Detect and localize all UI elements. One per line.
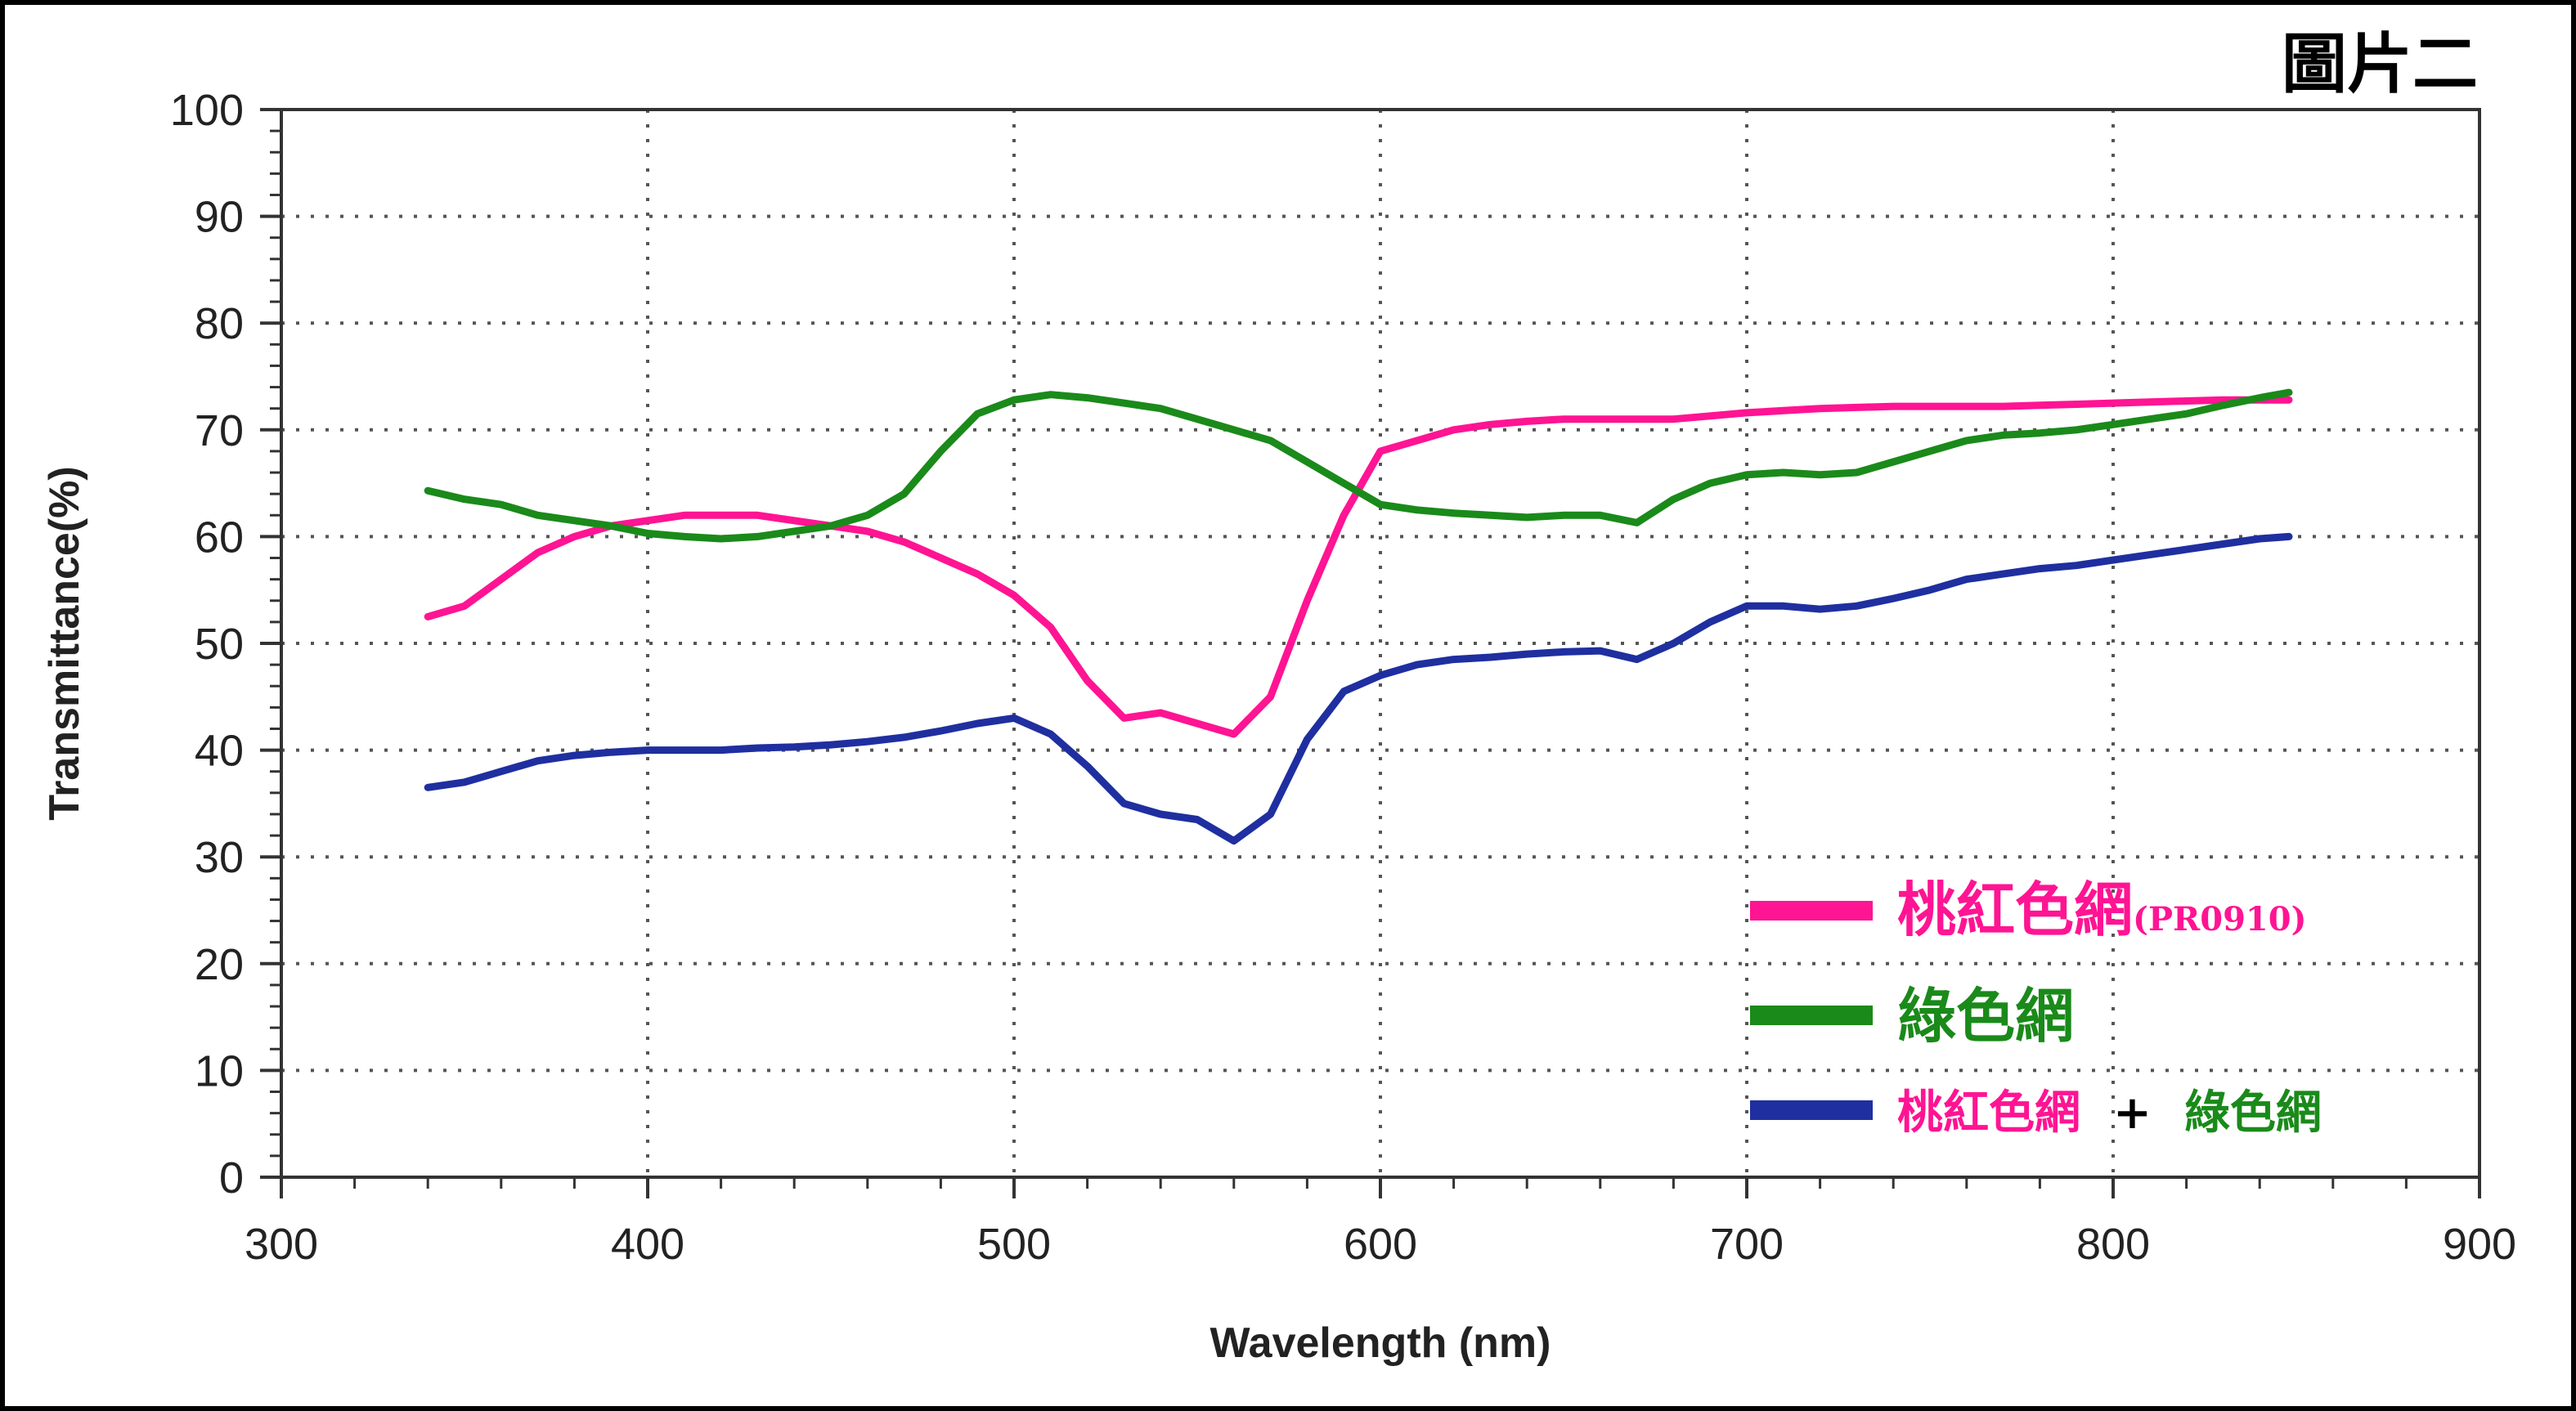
x-tick-label: 900 [2443, 1220, 2516, 1269]
grid [281, 110, 2480, 1177]
x-tick-label: 800 [2076, 1220, 2150, 1269]
y-tick-label: 40 [195, 727, 244, 776]
legend-label-blue-plus: + [2113, 1086, 2152, 1140]
legend: 桃紅色網(PR0910) 綠色網 桃紅色網 + 綠色網 [1750, 875, 2322, 1140]
legend-swatch-blue [1750, 1100, 1873, 1120]
x-tick-label: 300 [245, 1220, 318, 1269]
legend-label-blue-a: 桃紅色網 [1897, 1086, 2080, 1140]
series-line-magenta [424, 396, 2293, 738]
plot-border [280, 108, 2481, 1179]
figure-label: 圖片二 [2282, 25, 2478, 102]
series-line-blue [424, 532, 2293, 845]
y-tick-labels: 0 10 20 30 40 50 60 70 80 90 100 [170, 86, 244, 1203]
y-tick-label: 30 [195, 833, 244, 882]
legend-label-magenta: 桃紅色網(PR0910) [1897, 875, 2307, 944]
series-lines [424, 388, 2293, 845]
y-tick-label: 100 [170, 86, 244, 135]
legend-label-green: 綠色網 [1897, 981, 2074, 1050]
x-tick-label: 600 [1344, 1220, 1417, 1269]
x-axis-title: Wavelength (nm) [1210, 1319, 1551, 1367]
x-tick-label: 500 [977, 1220, 1051, 1269]
x-tick-label: 400 [611, 1220, 684, 1269]
y-tick-label: 10 [195, 1046, 244, 1095]
y-tick-label: 80 [195, 299, 244, 348]
legend-label-magenta-main: 桃紅色網 [1897, 875, 2133, 944]
y-axis-title: Transmittance(%) [41, 466, 88, 820]
legend-label-blue-b: 綠色網 [2184, 1086, 2322, 1140]
legend-label-green-main: 綠色網 [1897, 981, 2074, 1050]
y-tick-label: 70 [195, 406, 244, 455]
x-tick-labels: 300 400 500 600 700 800 900 [245, 1220, 2516, 1269]
y-tick-label: 20 [195, 940, 244, 989]
y-tick-label: 60 [195, 513, 244, 562]
y-tick-label: 50 [195, 620, 244, 669]
legend-swatch-green [1750, 1006, 1873, 1025]
x-tick-label: 700 [1710, 1220, 1784, 1269]
tick-marks [260, 108, 2481, 1198]
series-line-green [424, 388, 2293, 543]
y-tick-label: 90 [195, 193, 244, 242]
legend-label-magenta-suffix: (PR0910) [2133, 900, 2307, 938]
legend-label-blue: 桃紅色網 + 綠色網 [1897, 1086, 2322, 1140]
y-tick-label: 0 [219, 1153, 244, 1203]
legend-swatch-magenta [1750, 901, 1873, 921]
